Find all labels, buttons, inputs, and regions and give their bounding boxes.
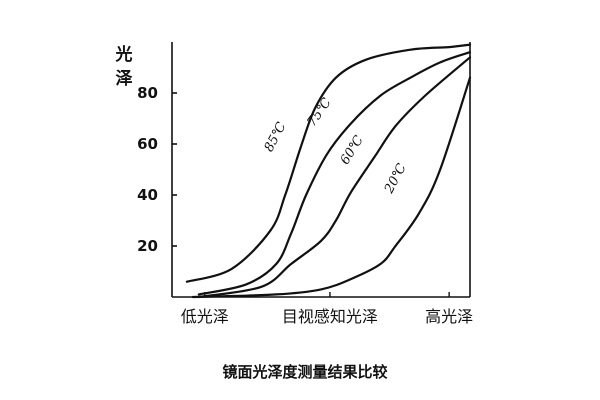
series-label: 75℃ (305, 95, 335, 129)
series-labels: 85℃ 75℃60℃ 20℃ (262, 95, 410, 197)
series-line (191, 76, 472, 299)
y-tick-label: 20 (137, 237, 158, 255)
x-ticks: 低光泽 目视感知光泽 高光泽 (181, 292, 473, 326)
figure-caption: 镜面光泽度测量结果比较 (222, 363, 387, 381)
y-tick-label: 60 (137, 135, 158, 153)
x-tick-label: 高光泽 (425, 307, 473, 326)
y-axis-label: 光泽 (115, 44, 133, 89)
series-curves (185, 43, 472, 299)
series-line (185, 43, 472, 283)
y-tick-label: 80 (137, 84, 158, 102)
y-axis-label-char: 泽 (116, 69, 133, 89)
series-line (197, 56, 472, 299)
plot-frame (171, 42, 471, 298)
series-line (197, 51, 472, 296)
y-ticks: 20 40 60 80 (137, 84, 177, 255)
series-label: 60℃ (338, 133, 367, 168)
y-tick-label: 40 (137, 186, 158, 204)
series-label: 20℃ (381, 161, 410, 197)
x-tick-label: 低光泽 (181, 307, 229, 326)
x-tick-label: 目视感知光泽 (282, 307, 378, 326)
y-axis-label-char: 光 (115, 44, 133, 65)
series-label: 85℃ (262, 120, 290, 155)
